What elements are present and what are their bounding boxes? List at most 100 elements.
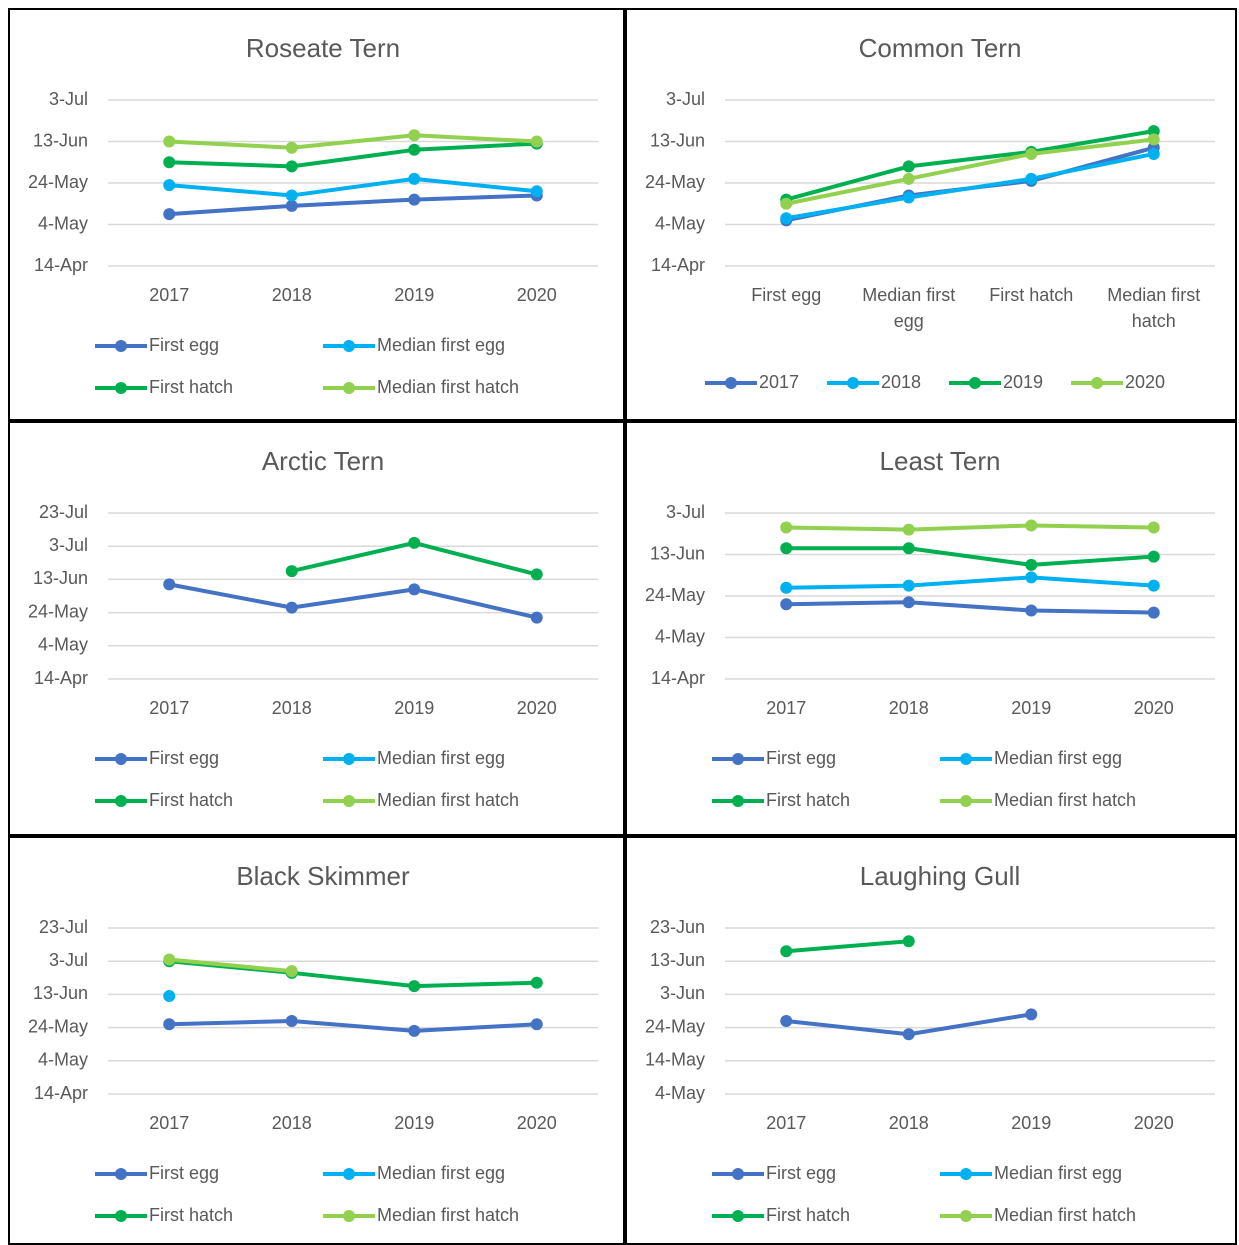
x-tick-label: First hatch [989,285,1074,305]
legend-swatch [940,794,992,807]
legend-item: Median first hatch [323,1205,519,1226]
legend-marker [732,1209,744,1222]
x-tick-label: 2019 [394,285,435,305]
data-point [902,935,915,948]
y-tick-label: 13-Jun [650,950,705,970]
data-point [408,143,421,156]
y-tick-label: 23-Jul [39,502,88,522]
legend-swatch [712,1167,764,1180]
y-tick-label: 4-May [655,1083,705,1103]
legend-item: First hatch [95,377,233,398]
data-point [408,536,421,549]
data-point [285,189,298,202]
legend-item: First egg [95,748,219,769]
data-point [530,568,543,581]
legend-marker [115,1167,127,1180]
y-tick-label: 3-Jul [666,502,705,522]
chart-panel: Least Tern 14-Apr 4-May 24-May 13-Jun 3-Jul 20… [625,421,1237,836]
legend-item: First egg [95,335,219,356]
legend-swatch [323,381,375,394]
legend-item: First hatch [712,1205,850,1226]
data-point [163,156,176,169]
legend-label: 2017 [759,372,800,392]
x-tick-label: 2018 [271,698,312,718]
y-tick-label: 4-May [38,635,88,655]
data-point [1147,125,1160,138]
y-tick-label: 14-May [645,1050,705,1070]
y-tick-label: 4-May [655,626,705,646]
legend-marker [960,794,972,807]
legend-label: First egg [149,335,220,355]
data-point [408,193,421,206]
y-tick-label: 3-Jun [660,983,705,1003]
chart-title: Black Skimmer [236,861,410,891]
legend-swatch [705,376,757,389]
legend-marker [725,376,737,389]
data-point [1147,521,1160,534]
chart-panel: Black Skimmer 14-Apr 4-May 24-May 13-Jun 3-Ju… [8,836,625,1245]
data-point [780,598,793,611]
x-tick-label: 2020 [516,698,557,718]
series-line [786,575,1154,590]
y-tick-label: 13-Jun [33,983,88,1003]
y-tick-label: 24-May [645,172,705,192]
series-line [169,1018,537,1033]
data-point [285,965,298,978]
chart-panel: Arctic Tern 14-Apr 4-May 24-May 13-Jun 3-Jul 2… [8,421,625,836]
chart-svg: Laughing Gull 4-May 14-May 24-May 3-Jun 13-Ju… [645,861,1215,1103]
legend-item: First egg [712,1163,836,1184]
y-tick-label: 24-May [28,172,88,192]
legend-item: 2020 [1071,372,1165,393]
legend-marker [343,794,355,807]
series-line [786,600,1154,615]
legend-label: 2018 [881,372,922,392]
x-tick-label: 2018 [888,698,929,718]
x-tick-label: 2017 [149,1113,190,1133]
legend-marker [115,1209,127,1222]
data-point [780,1014,793,1027]
data-point [285,160,298,173]
data-point [1025,571,1038,584]
data-point [780,197,793,210]
legend-marker [115,794,127,807]
legend-marker [115,339,127,352]
x-tick-label: 2020 [516,1113,557,1133]
chart-panel: Common Tern 14-Apr 4-May 24-May 13-Jun 3-Jul F… [625,8,1237,421]
chart-svg: Roseate Tern 14-Apr 4-May 24-May 13-Jun 3-Jul [28,33,598,275]
series-line [785,151,1155,221]
series-line [786,523,1154,532]
data-point [902,160,915,173]
legend-marker [1091,376,1103,389]
legend-item: Median first egg [323,1163,505,1184]
legend-item: First hatch [95,1205,233,1226]
data-point [285,565,298,578]
chart-svg: Least Tern 14-Apr 4-May 24-May 13-Jun 3-Jul [645,446,1215,688]
legend-label: Median first egg [994,1163,1123,1183]
data-point [780,581,793,594]
data-point [408,980,421,993]
legend-label: Median first hatch [994,790,1137,810]
y-tick-label: 13-Jun [33,130,88,150]
data-point [408,172,421,185]
series-line [169,141,537,169]
series-line [785,137,1154,206]
legend-swatch [95,339,147,352]
legend-label: Median first hatch [377,1205,520,1225]
data-point [1147,133,1160,146]
y-tick-label: 24-May [28,601,88,621]
legend-marker [343,1167,355,1180]
legend-item: Median first hatch [323,790,519,811]
data-point [408,129,421,142]
data-point [163,990,176,1003]
data-point [780,945,793,958]
legend-label: Median first egg [377,1163,506,1183]
legend-swatch [949,376,1001,389]
legend-item: 2018 [827,372,921,393]
data-point [1025,147,1038,160]
data-point [285,1014,298,1027]
legend-swatch [95,381,147,394]
x-tick-label: 2018 [271,285,312,305]
legend-swatch [323,1209,375,1222]
x-tick-label: 2019 [394,1113,435,1133]
